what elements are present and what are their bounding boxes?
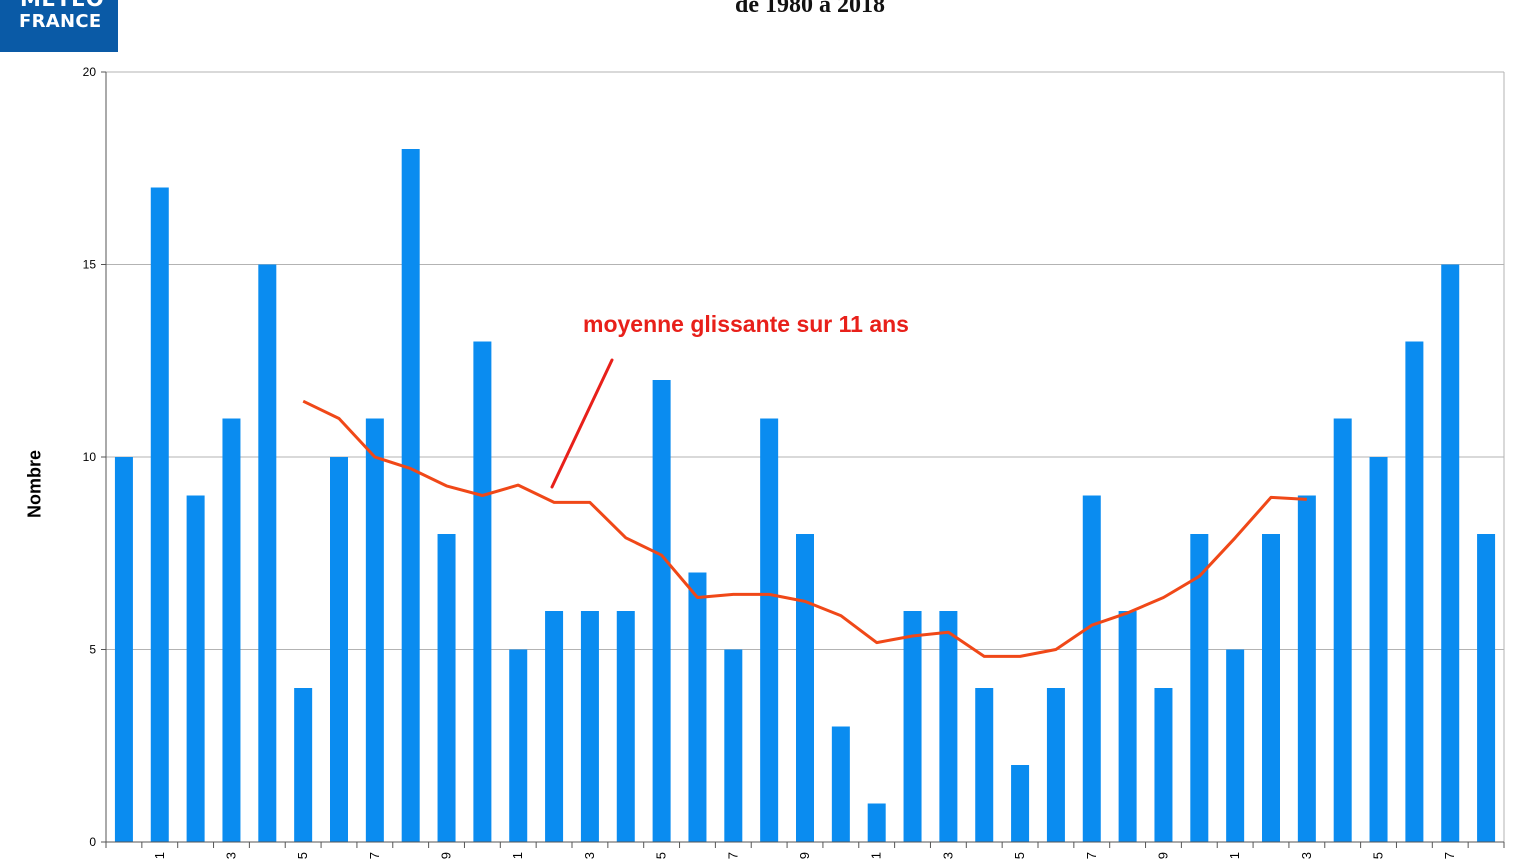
bar	[1297, 495, 1316, 842]
bar	[401, 149, 420, 842]
bar	[222, 418, 241, 842]
bar	[1405, 341, 1424, 842]
bar	[1369, 457, 1388, 842]
bar-series	[114, 149, 1496, 842]
bar	[186, 495, 205, 842]
bar	[509, 649, 528, 842]
bar	[150, 187, 169, 842]
x-tick-label: 9	[439, 852, 454, 859]
bar	[1118, 611, 1137, 842]
x-tick-label: 7	[1084, 852, 1099, 859]
x-tick-label: 9	[797, 852, 812, 859]
bar	[1333, 418, 1352, 842]
x-tick-label: 1	[1227, 852, 1242, 859]
logo-text-france: FRANCE	[19, 11, 102, 32]
x-tick-label: 5	[654, 852, 669, 859]
chart-title: de 1980 à 2018	[735, 0, 885, 18]
bar	[1082, 495, 1101, 842]
y-tick-label: 5	[89, 643, 96, 657]
bar	[258, 264, 277, 842]
x-tick-label: 3	[940, 852, 955, 859]
bar	[903, 611, 922, 842]
x-tick-label: 5	[1371, 852, 1386, 859]
bar	[1190, 534, 1209, 842]
bar	[796, 534, 814, 842]
x-tick-label: 9	[1155, 852, 1170, 859]
bar	[1262, 534, 1280, 842]
x-tick-label: 7	[367, 852, 382, 859]
moving-average-annotation: moyenne glissante sur 11 ans	[583, 311, 909, 337]
bar	[580, 611, 599, 842]
y-tick-label: 10	[83, 450, 97, 464]
bar	[545, 611, 564, 842]
bar	[437, 534, 456, 842]
bar	[1046, 688, 1065, 842]
bar	[1011, 765, 1030, 842]
x-tick-label: 5	[295, 852, 310, 859]
bar	[975, 688, 994, 842]
x-tick-label: 1	[869, 852, 884, 859]
x-tick-label: 5	[1012, 852, 1027, 859]
bar	[294, 688, 313, 842]
x-tick-label: 7	[725, 852, 740, 859]
bar	[616, 611, 635, 842]
bar	[114, 457, 133, 842]
y-tick-label: 15	[83, 258, 97, 272]
axes: 0 5 10 15 20 1 3 5 7 9 1 3 5 7 9 1 3 5 7 9 1 3 5 7	[83, 65, 1505, 859]
bar	[760, 418, 779, 842]
y-tick-label: 20	[83, 65, 97, 79]
annotation-pointer	[550, 358, 614, 489]
bar	[365, 418, 384, 842]
bar	[330, 457, 348, 842]
bar	[724, 649, 743, 842]
bar	[1441, 264, 1460, 842]
logo-text-meteo: METEO	[20, 0, 104, 11]
bar	[1226, 649, 1245, 842]
bar	[473, 341, 492, 842]
annotation-pointer-line	[550, 358, 614, 489]
bar	[1477, 534, 1496, 842]
x-tick-label: 1	[510, 852, 525, 859]
bar	[939, 611, 958, 842]
bar	[688, 572, 707, 842]
moving-average-series	[302, 399, 1307, 658]
x-tick-label: 3	[582, 852, 597, 859]
x-tick-label: 1	[152, 852, 167, 859]
bar	[867, 803, 886, 842]
y-tick-label: 0	[89, 835, 96, 849]
x-tick-label: 3	[223, 852, 238, 859]
meteo-france-logo: METEO FRANCE	[0, 0, 118, 52]
bar	[652, 380, 671, 842]
bar	[831, 726, 850, 842]
x-tick-label: 3	[1299, 852, 1314, 859]
x-tick-label: 7	[1442, 852, 1457, 859]
bar	[1154, 688, 1173, 842]
